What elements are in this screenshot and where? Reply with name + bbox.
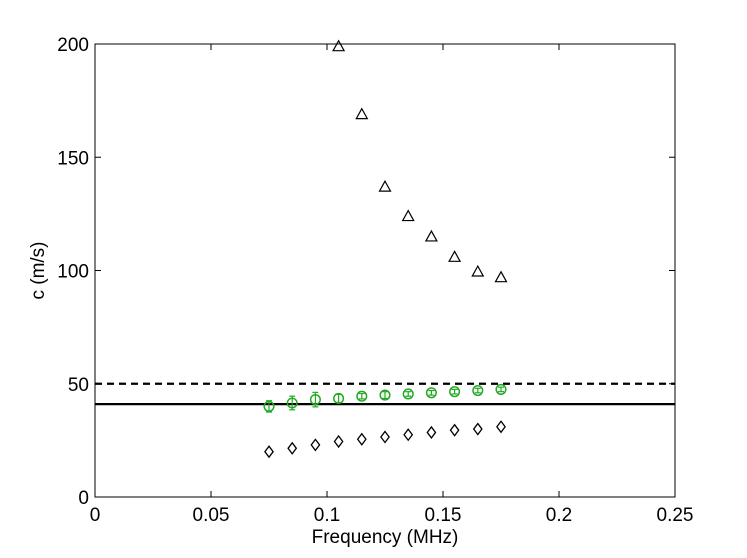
diamond-data-point [333,434,344,449]
circle-data-point [402,388,414,400]
triangle-data-point [332,39,346,52]
y-tick-label: 200 [57,35,89,56]
error-bar [405,391,412,397]
x-tick-label: 0 [90,505,101,526]
x-tick-label: 0.25 [657,505,694,526]
circle-data-point [286,397,298,409]
y-axis-label: c (m/s) [28,241,49,299]
diamond-data-point [380,430,390,444]
data-marks [263,39,508,459]
x-axis-label: Frequency (MHz) [312,527,459,548]
diamond-data-point [356,432,367,446]
y-tick-label: 0 [78,488,89,509]
y-tick-label: 100 [57,262,89,283]
triangle-data-point [471,264,485,277]
error-bar [451,388,458,395]
error-bar [382,391,388,400]
error-bar [474,387,481,394]
x-tick-label: 0.15 [425,505,462,526]
triangle-data-point [424,229,438,242]
reference-lines [95,382,675,406]
circle-data-point [495,383,507,395]
axis-ticks: 0 0.05 0.1 0.15 0.2 0.25 0 50 100 150 200 [57,35,693,526]
triangle-data-point [448,250,462,262]
diamond-data-point [472,422,483,436]
circle-data-point [425,387,437,399]
circle-data-point [263,400,275,412]
error-bar [428,389,435,396]
diamond-data-point [449,423,460,437]
triangle-data-point [494,270,508,283]
y-tick-label: 50 [68,375,89,396]
x-tick-label: 0.1 [314,505,340,526]
x-tick-label: 0.05 [193,505,230,526]
circle-data-point [356,390,368,402]
diamond-data-point [426,425,437,440]
diamond-data-point [287,441,298,455]
diamond-data-point [403,428,414,442]
circle-data-point [309,394,321,406]
triangle-data-point [355,107,369,120]
y-tick-label: 150 [57,148,89,169]
circle-data-point [333,392,345,405]
error-bar [498,386,504,393]
x-tick-label: 0.2 [546,505,572,526]
error-bar [358,392,365,400]
circle-data-point [472,384,484,397]
triangle-data-point [378,179,392,192]
diamond-data-point [310,438,321,452]
triangle-data-point [401,209,415,222]
error-bar [266,400,272,413]
diamond-data-point [496,420,506,434]
circle-data-point [379,389,391,401]
circle-data-point [449,386,461,398]
diamond-data-point [264,445,274,459]
